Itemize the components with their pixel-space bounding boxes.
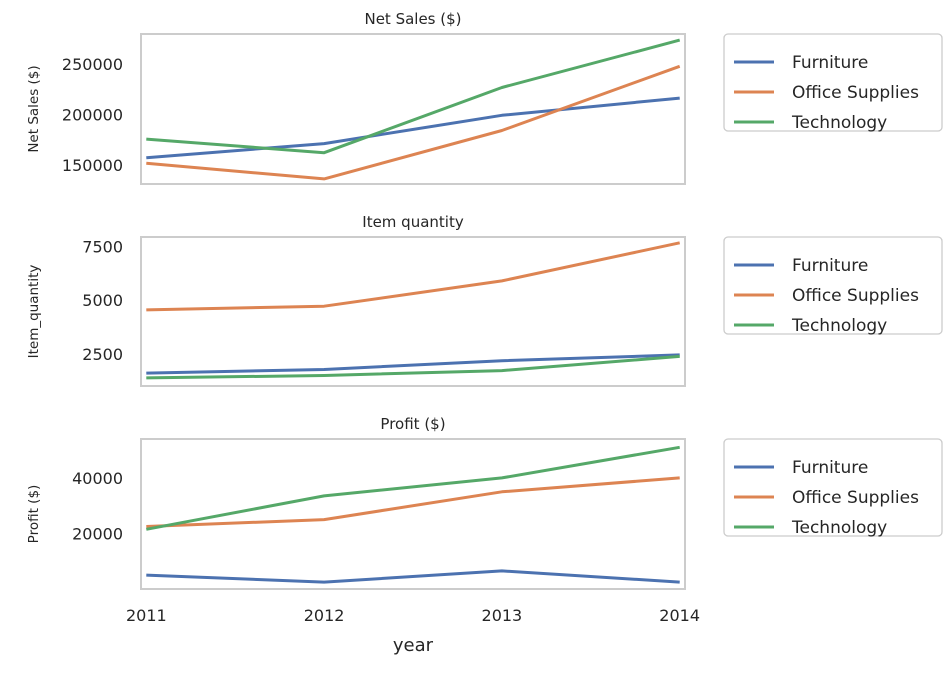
- y-tick-label: 2500: [82, 345, 123, 364]
- axes-frame: [140, 33, 686, 185]
- legend-label-furniture: Furniture: [792, 458, 868, 478]
- legend-label-office-supplies: Office Supplies: [792, 83, 919, 103]
- x-axis-label: year: [393, 635, 434, 656]
- y-tick-label: 200000: [62, 105, 123, 124]
- y-tick-label: 7500: [82, 238, 123, 257]
- legend-label-furniture: Furniture: [792, 53, 868, 73]
- legend: Furniture Office Supplies Technology: [723, 33, 943, 133]
- subplot-1: Net Sales ($) Net Sales ($) 150000 200000 25…: [26, 10, 943, 185]
- legend-label-technology: Technology: [791, 113, 887, 133]
- y-axis-label: Item_quantity: [26, 265, 42, 359]
- series-line-furniture: [146, 353, 680, 375]
- subplot-2: Item quantity Item_quantity 2500 5000 7500 Fu…: [26, 213, 943, 387]
- y-tick-label: 20000: [72, 524, 123, 543]
- y-tick-label: 40000: [72, 469, 123, 488]
- series-line-office-supplies: [146, 64, 681, 181]
- y-tick-label: 5000: [82, 291, 123, 310]
- series-lines: [146, 241, 681, 380]
- series-lines: [146, 445, 680, 584]
- subplot-title: Profit ($): [380, 415, 445, 433]
- y-tick-label: 250000: [62, 55, 123, 74]
- legend-label-office-supplies: Office Supplies: [792, 286, 919, 306]
- subplot-title: Net Sales ($): [364, 10, 461, 28]
- series-line-office-supplies: [146, 241, 681, 312]
- series-line-technology: [146, 38, 681, 155]
- axes-frame: [140, 236, 686, 387]
- y-axis-label: Profit ($): [26, 485, 42, 544]
- legend-label-office-supplies: Office Supplies: [792, 488, 919, 508]
- legend-box: [723, 438, 943, 537]
- x-tick-label: 2013: [482, 606, 523, 625]
- series-line-furniture: [146, 569, 680, 584]
- axes-frame: [140, 438, 686, 590]
- series-line-technology: [146, 445, 680, 531]
- series-line-office-supplies: [146, 476, 680, 528]
- legend-label-technology: Technology: [791, 518, 887, 538]
- legend: Furniture Office Supplies Technology: [723, 236, 943, 336]
- subplot-title: Item quantity: [362, 213, 464, 231]
- series-lines: [146, 38, 681, 181]
- legend-label-furniture: Furniture: [792, 256, 868, 276]
- y-axis-label: Net Sales ($): [26, 65, 42, 152]
- series-line-technology: [146, 354, 680, 380]
- legend-box: [723, 236, 943, 335]
- legend: Furniture Office Supplies Technology: [723, 438, 943, 538]
- legend-box: [723, 33, 943, 132]
- x-tick-label: 2014: [659, 606, 700, 625]
- x-tick-label: 2011: [126, 606, 167, 625]
- y-tick-label: 150000: [62, 156, 123, 175]
- x-tick-label: 2012: [304, 606, 345, 625]
- series-line-furniture: [146, 96, 680, 160]
- legend-label-technology: Technology: [791, 316, 887, 336]
- subplot-3: Profit ($) Profit ($) 20000 40000 Furniture O…: [26, 415, 943, 625]
